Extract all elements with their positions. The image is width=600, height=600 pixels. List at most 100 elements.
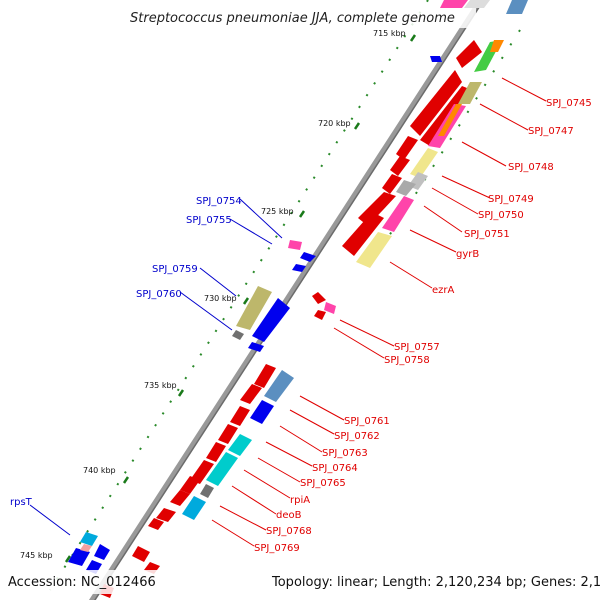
gene-arrow[interactable] <box>182 496 206 520</box>
gene-label[interactable]: rpiA <box>290 495 310 506</box>
reverse-genes <box>68 56 442 574</box>
gene-label[interactable]: SPJ_0757 <box>394 342 440 353</box>
gene-arrow[interactable] <box>490 40 504 52</box>
gene-label[interactable]: SPJ_0758 <box>384 355 430 366</box>
leader-line <box>179 291 233 331</box>
forward-genes <box>100 0 528 598</box>
gene-arrow[interactable] <box>190 460 214 484</box>
gene-label[interactable]: SPJ_0755 <box>186 215 232 226</box>
gene-label[interactable]: SPJ_0769 <box>254 543 300 554</box>
leader-lines-left <box>29 198 283 536</box>
gene-label[interactable]: rpsT <box>10 497 33 508</box>
gene-arrow[interactable] <box>300 252 316 262</box>
gene-arrow[interactable] <box>356 232 392 268</box>
gene-arrow[interactable] <box>342 212 384 256</box>
gene-arrow[interactable] <box>228 434 252 456</box>
gene-arrow[interactable] <box>410 148 438 178</box>
gene-label[interactable]: SPJ_0750 <box>478 210 524 221</box>
gene-label[interactable]: SPJ_0754 <box>196 196 242 207</box>
leader-line <box>211 519 255 547</box>
gene-arrow[interactable] <box>206 442 226 462</box>
leader-line <box>29 504 71 536</box>
gene-arrow[interactable] <box>314 310 326 320</box>
gene-arrow[interactable] <box>312 292 326 304</box>
tick-label: 745 kbp <box>20 551 53 560</box>
leader-line <box>299 395 345 421</box>
leader-line <box>431 187 479 215</box>
gene-arrow[interactable] <box>440 0 468 8</box>
gene-label[interactable]: SPJ_0759 <box>152 264 198 275</box>
genome-backbone <box>88 0 484 600</box>
gene-label[interactable]: SPJ_0768 <box>266 526 312 537</box>
gene-arrow[interactable] <box>438 104 462 136</box>
gene-label[interactable]: SPJ_0764 <box>312 463 358 474</box>
gene-arrow[interactable] <box>430 56 442 62</box>
leader-line <box>199 267 237 297</box>
gene-label[interactable]: SPJ_0745 <box>546 98 592 109</box>
gene-arrow[interactable] <box>252 298 290 342</box>
gene-label[interactable]: SPJ_0761 <box>344 416 390 427</box>
gene-arrow[interactable] <box>236 286 272 330</box>
gene-arrow[interactable] <box>80 532 98 546</box>
gene-arrow[interactable] <box>68 548 90 566</box>
gene-label[interactable]: SPJ_0763 <box>322 448 368 459</box>
tick-label: 715 kbp <box>373 29 406 38</box>
gene-arrow[interactable] <box>148 518 164 530</box>
gene-arrow[interactable] <box>458 82 482 104</box>
leader-line <box>333 327 385 359</box>
gene-arrow[interactable] <box>254 364 276 388</box>
gene-arrow[interactable] <box>200 484 214 498</box>
gene-arrow[interactable] <box>382 196 414 232</box>
gene-arrow[interactable] <box>464 0 490 8</box>
gene-arrow[interactable] <box>420 86 472 146</box>
gene-arrow[interactable] <box>240 384 262 404</box>
gene-arrow[interactable] <box>232 330 244 340</box>
gene-arrow[interactable] <box>80 544 92 552</box>
tick-mark <box>409 34 417 42</box>
gene-label[interactable]: SPJ_0765 <box>300 478 346 489</box>
gene-arrow[interactable] <box>248 342 264 352</box>
gene-label[interactable]: SPJ_0751 <box>464 229 510 240</box>
gene-arrow[interactable] <box>94 544 110 560</box>
gene-label[interactable]: SPJ_0749 <box>488 194 534 205</box>
gene-label[interactable]: SPJ_0762 <box>334 431 380 442</box>
gene-arrow[interactable] <box>206 452 238 486</box>
tick-label: 740 kbp <box>83 466 116 475</box>
leader-line <box>423 205 463 233</box>
leader-line <box>441 175 491 199</box>
gene-arrow[interactable] <box>396 180 416 196</box>
gene-arrow[interactable] <box>288 240 302 250</box>
gene-arrow[interactable] <box>264 370 294 402</box>
gene-label[interactable]: SPJ_0748 <box>508 162 554 173</box>
gene-arrow[interactable] <box>410 70 462 136</box>
gene-label[interactable]: deoB <box>276 510 302 521</box>
gene-arrow[interactable] <box>390 156 410 176</box>
gene-arrow[interactable] <box>230 406 250 426</box>
gene-arrow[interactable] <box>382 174 402 194</box>
gene-arrow[interactable] <box>396 136 418 160</box>
scale-dotted-track <box>49 0 429 591</box>
leader-line <box>243 469 291 499</box>
gene-arrow[interactable] <box>324 302 336 314</box>
gene-arrow[interactable] <box>170 490 190 506</box>
gene-arrow[interactable] <box>180 476 200 494</box>
gene-label[interactable]: SPJ_0760 <box>136 289 182 300</box>
leader-line <box>231 485 277 515</box>
tick-label: 720 kbp <box>318 119 351 128</box>
leader-line <box>279 425 323 453</box>
tick-mark <box>177 389 185 397</box>
gene-label[interactable]: SPJ_0747 <box>528 126 574 137</box>
leader-line <box>461 141 507 167</box>
gene-label[interactable]: gyrB <box>456 249 479 260</box>
gene-arrow[interactable] <box>156 508 176 522</box>
gene-arrow[interactable] <box>250 400 274 424</box>
gene-arrow[interactable] <box>292 264 306 272</box>
gene-arrow[interactable] <box>506 0 528 14</box>
gene-label[interactable]: ezrA <box>432 285 455 296</box>
gene-arrow[interactable] <box>132 546 150 562</box>
gene-arrow[interactable] <box>218 424 238 444</box>
gene-arrow[interactable] <box>456 40 482 68</box>
leader-line <box>257 457 301 483</box>
leader-line <box>229 218 273 245</box>
